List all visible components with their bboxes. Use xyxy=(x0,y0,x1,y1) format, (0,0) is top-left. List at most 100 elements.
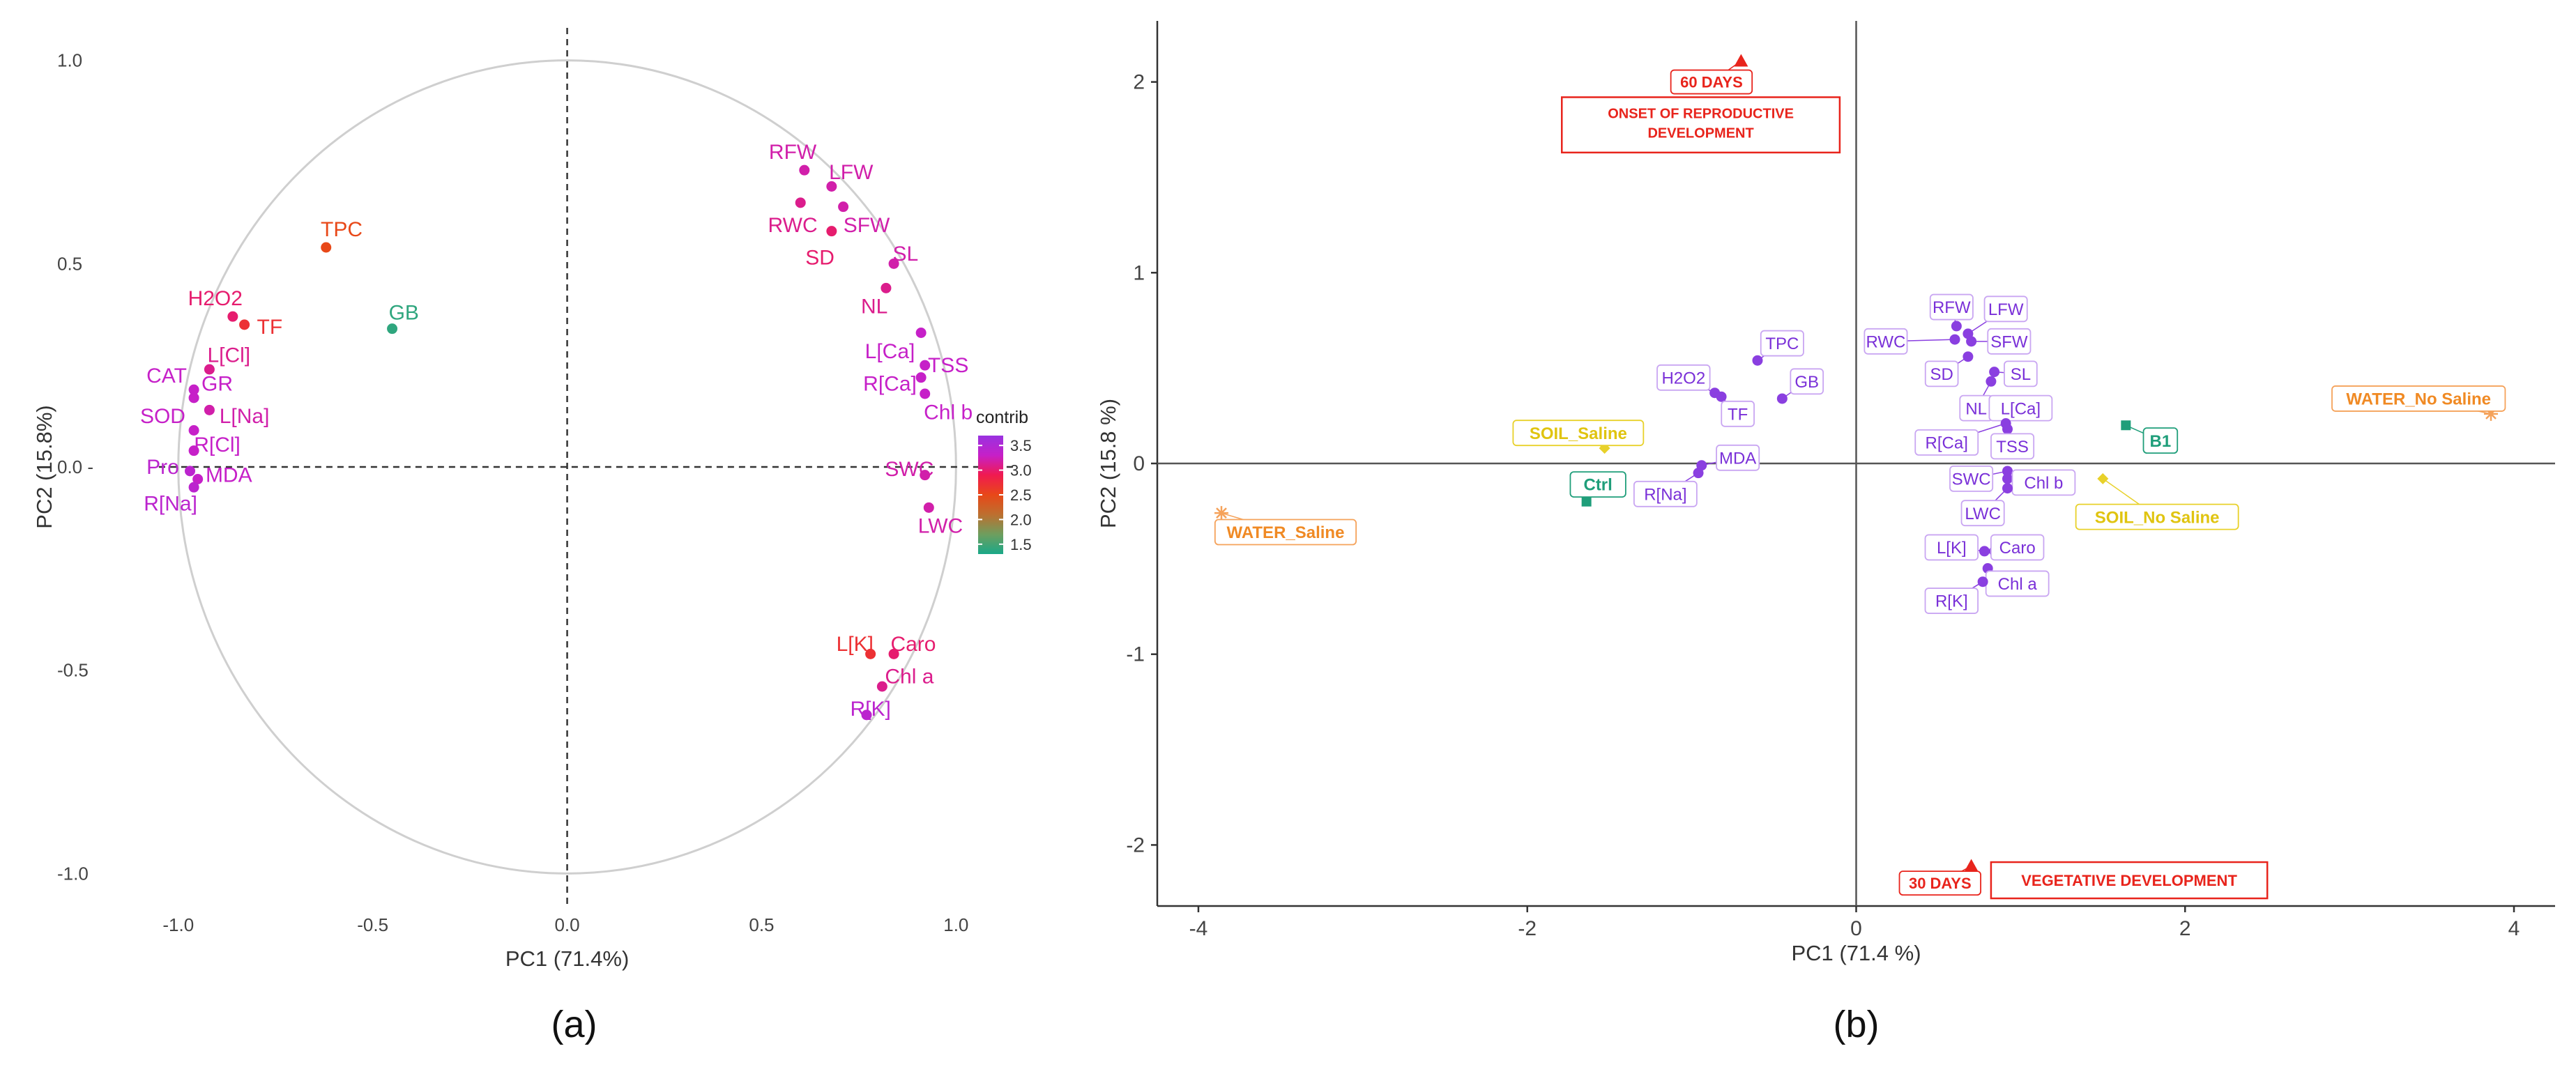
variable-label-sl-box xyxy=(2004,360,2038,387)
variable-label-gb-text: GB xyxy=(1794,373,1819,392)
panel-a-y-ticks: 1.0 0.5 0.0 - -0.5 -1.0 xyxy=(57,50,93,884)
variable-point-swc xyxy=(920,470,931,481)
stage-label-30-days-text: 30 DAYS xyxy=(1909,875,1972,892)
variable-point-tf xyxy=(1716,391,1727,402)
x-tick-label: 0.0 xyxy=(554,914,579,935)
y-tick-label: 1.0 xyxy=(57,50,82,71)
group-label-soil-no-saline-text: SOIL_No Saline xyxy=(2095,508,2220,527)
vegetative-box-frame xyxy=(1990,861,2269,900)
variable-label-chl-b: Chl b xyxy=(924,401,973,424)
variable-label-sl-text: SL xyxy=(2011,365,2031,384)
group-label-soil-saline-text: SOIL_Saline xyxy=(1530,424,1627,443)
variable-point-r-k xyxy=(1977,576,1988,588)
panel-b-biplot: -4 -2 0 2 4 2 1 0 -1 -2 PC1 (71.4 %) PC2 (15.8 %… xyxy=(1096,21,2555,1045)
variable-label-lwc-box xyxy=(1960,500,2005,527)
group-label-water-no-saline-text: WATER_No Saline xyxy=(2346,390,2491,409)
variable-label-rfw: RFW xyxy=(769,141,817,164)
variable-label-lfw-box xyxy=(1983,295,2028,323)
x-tick-label: -4 xyxy=(1189,917,1208,940)
variable-label-r-ca-box xyxy=(1914,429,1979,456)
group-point-water-no-saline xyxy=(2484,406,2499,421)
variable-point-nl xyxy=(1986,376,1997,387)
variable-label-r-k-box xyxy=(1924,588,1979,614)
variable-point-tpc xyxy=(321,242,332,253)
variable-label-sd-text: SD xyxy=(1930,365,1953,384)
variable-point-caro xyxy=(888,648,899,659)
variable-label-swc: SWC xyxy=(885,458,933,481)
variable-label-sfw-text: SFW xyxy=(1990,332,2028,351)
variable-label-mda-text: MDA xyxy=(1719,449,1756,468)
x-tick-label: -2 xyxy=(1518,917,1537,940)
variable-label-rfw-box xyxy=(1929,293,1974,321)
x-tick-label: 2 xyxy=(2179,917,2191,940)
panel-a-axes xyxy=(158,28,1014,906)
variable-label-lwc: LWC xyxy=(918,515,963,538)
variable-point-pro xyxy=(185,466,196,477)
panel-b-x-ticks: -4 -2 0 2 4 xyxy=(1189,906,2520,940)
variable-label-tf: TF xyxy=(257,316,283,339)
variable-label-rwc: RWC xyxy=(768,214,818,237)
y-tick-label: 0.0 - xyxy=(57,456,93,477)
variable-label-rwc-text: RWC xyxy=(1866,332,1906,351)
variable-label-tf-box xyxy=(1721,400,1755,427)
variable-point-r-k xyxy=(861,709,872,721)
variable-point-l-na xyxy=(204,404,215,415)
group-label-water-no-saline-box xyxy=(2331,385,2506,412)
variable-label-tf-text: TF xyxy=(1728,405,1748,424)
variable-label-h2o2-text: H2O2 xyxy=(1661,369,1705,387)
variable-point-lfw xyxy=(826,181,837,192)
x-tick-label: 0.5 xyxy=(749,914,774,935)
variable-label-tss-box xyxy=(1990,433,2035,460)
variable-point-chl-b xyxy=(920,388,931,399)
x-tick-label: 4 xyxy=(2508,917,2520,940)
variable-point-lwc xyxy=(923,502,934,513)
variable-point-l-ca xyxy=(915,328,927,338)
variable-label-r-na-text: R[Na] xyxy=(1644,485,1686,504)
y-tick-label: -2 xyxy=(1126,834,1145,857)
variable-label-caro-box xyxy=(1990,534,2045,561)
panel-b-group-points: SOIL_Saline SOIL_No Saline WATER_Saline WAT… xyxy=(1214,385,2506,546)
panel-b-stage-markers: 60 DAYS 30 DAYS xyxy=(1670,54,1981,896)
variable-label-gb: GB xyxy=(389,301,419,324)
y-tick-label: 1 xyxy=(1133,261,1145,284)
variable-point-swc xyxy=(2002,466,2013,477)
variable-point-chl-a xyxy=(876,681,887,692)
variable-label-tss: TSS xyxy=(928,354,968,377)
y-tick-label: -1 xyxy=(1126,643,1145,666)
group-label-water-saline-box xyxy=(1214,519,1357,546)
variable-label-caro-text: Caro xyxy=(1999,539,2036,558)
variable-label-mda: MDA xyxy=(206,464,252,487)
panel-a-labels: TPC GB H2O2 TF L[Cl] CAT GR L[Na] SOD R[Cl] Pro MDA… xyxy=(140,141,973,721)
variable-label-r-na: R[Na] xyxy=(144,493,197,516)
legend-ticks: 3.5 3.0 2.5 2.0 1.5 xyxy=(978,437,1032,553)
group-label-b1-text: B1 xyxy=(2150,432,2172,451)
y-tick-label: 0 xyxy=(1133,452,1145,475)
variable-label-r-na-box xyxy=(1633,480,1698,507)
variable-label-l-ca-text: L[Ca] xyxy=(2001,399,2041,418)
panel-b-variable-points: TPC GB H2O2 TF MDA R[Na] RFW LFW RWC SFW SD SL NL L[C… xyxy=(1633,293,2076,614)
variable-label-lfw-text: LFW xyxy=(1988,300,2024,319)
variable-point-sd xyxy=(826,226,837,237)
vegetative-box-text: VEGETATIVE DEVELOPMENT xyxy=(2021,872,2237,889)
variable-point-nl xyxy=(881,282,892,293)
reproductive-box-frame xyxy=(1561,96,1841,154)
variable-label-r-cl: R[Cl] xyxy=(194,433,241,456)
variable-point-mda xyxy=(192,474,204,484)
group-label-ctrl-text: Ctrl xyxy=(1583,476,1612,495)
contrib-legend: contrib 3.5 3.0 2.5 2.0 1.5 xyxy=(976,408,1032,554)
variable-label-l-k-text: L[K] xyxy=(1937,539,1967,558)
variable-label-rfw-text: RFW xyxy=(1933,298,1971,317)
variable-point-cat xyxy=(188,384,199,395)
variable-point-sl xyxy=(1989,367,2000,378)
variable-label-chl-b-box xyxy=(2011,469,2076,496)
variable-label-l-ca: L[Ca] xyxy=(865,340,915,363)
variable-label-tpc-text: TPC xyxy=(1765,335,1799,353)
variable-label-sod: SOD xyxy=(140,405,185,428)
legend-tick-label: 2.5 xyxy=(1010,486,1032,504)
variable-point-rwc xyxy=(795,197,806,208)
panel-a-x-ticks: -1.0 -0.5 0.0 0.5 1.0 xyxy=(162,914,968,935)
panel-a-y-axis-title: PC2 (15.8%) xyxy=(32,405,56,528)
variable-label-gb-box xyxy=(1790,368,1824,395)
variable-point-rwc xyxy=(1949,334,1960,345)
vegetative-development-box: VEGETATIVE DEVELOPMENT xyxy=(1990,861,2269,900)
